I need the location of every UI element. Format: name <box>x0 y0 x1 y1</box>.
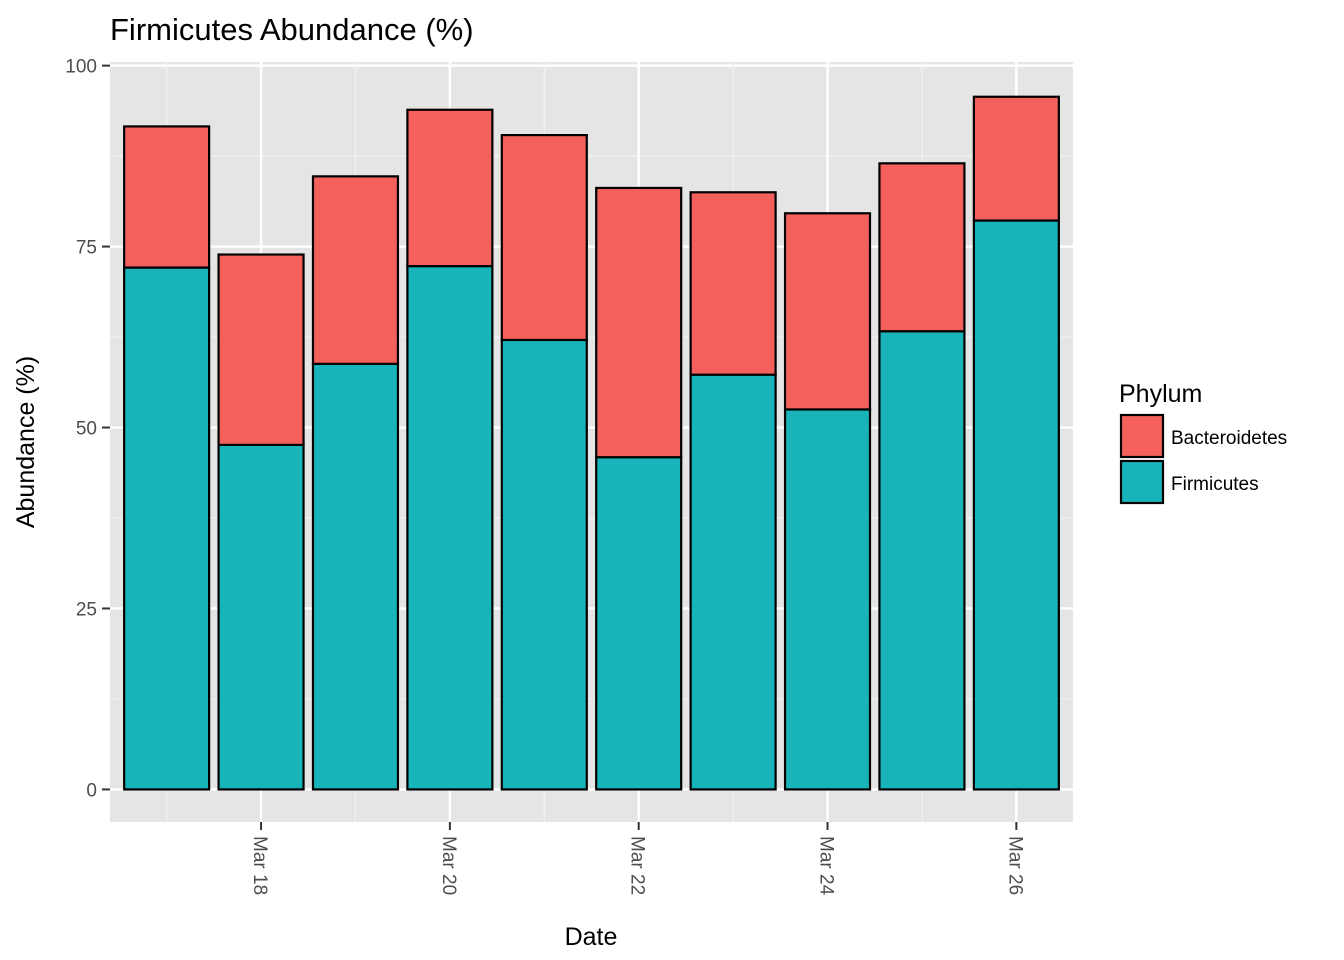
legend-label-bacteroidetes: Bacteroidetes <box>1171 428 1287 449</box>
y-tick-label: 75 <box>76 238 97 259</box>
bars <box>123 95 1060 791</box>
bar-bacteroidetes-mar-21 <box>500 134 588 342</box>
bar-firmicutes-mar-19 <box>311 362 400 791</box>
x-axis-title: Date <box>565 923 618 951</box>
legend-label-firmicutes: Firmicutes <box>1171 474 1259 495</box>
y-tick-label: 0 <box>86 780 97 801</box>
bar-firmicutes-mar-17 <box>123 266 211 791</box>
bar-firmicutes-mar-23 <box>689 373 777 791</box>
y-axis-title: Abundance (%) <box>12 356 40 528</box>
bar-bacteroidetes-mar-24 <box>783 212 872 411</box>
bar-firmicutes-mar-22 <box>595 456 683 791</box>
x-tick-label: Mar 18 <box>249 836 270 895</box>
bar-bacteroidetes-mar-18 <box>217 253 305 446</box>
bar-firmicutes-mar-18 <box>217 443 305 791</box>
x-axis: Mar 18 Mar 20 Mar 22 Mar 24 Mar 26 <box>249 822 1025 896</box>
bar-bacteroidetes-mar-22 <box>595 186 683 459</box>
bar-firmicutes-mar-26 <box>972 219 1060 791</box>
legend: Phylum Bacteroidetes Firmicutes <box>1119 380 1287 505</box>
bar-firmicutes-mar-21 <box>500 338 588 791</box>
bar-firmicutes-mar-25 <box>878 330 966 791</box>
legend-swatch-bacteroidetes <box>1119 413 1165 459</box>
legend-title: Phylum <box>1119 380 1202 408</box>
y-tick-label: 25 <box>76 599 97 620</box>
bar-firmicutes-mar-24 <box>783 408 872 791</box>
bar-bacteroidetes-mar-20 <box>406 108 494 268</box>
bar-bacteroidetes-mar-23 <box>689 191 777 376</box>
chart-title: Firmicutes Abundance (%) <box>110 12 474 47</box>
y-tick-label: 100 <box>65 57 97 78</box>
bar-bacteroidetes-mar-25 <box>878 162 966 333</box>
bar-firmicutes-mar-20 <box>406 265 494 791</box>
y-tick-label: 50 <box>76 419 97 440</box>
x-tick-label: Mar 24 <box>816 836 837 896</box>
x-tick-label: Mar 26 <box>1004 836 1025 895</box>
x-tick-label: Mar 20 <box>438 836 459 895</box>
bar-bacteroidetes-mar-17 <box>123 125 211 269</box>
bar-bacteroidetes-mar-19 <box>311 175 400 365</box>
bar-bacteroidetes-mar-26 <box>972 95 1060 222</box>
x-tick-label: Mar 22 <box>627 836 648 895</box>
legend-swatch-firmicutes <box>1119 459 1165 505</box>
y-axis: 0 25 50 75 100 <box>65 57 110 801</box>
